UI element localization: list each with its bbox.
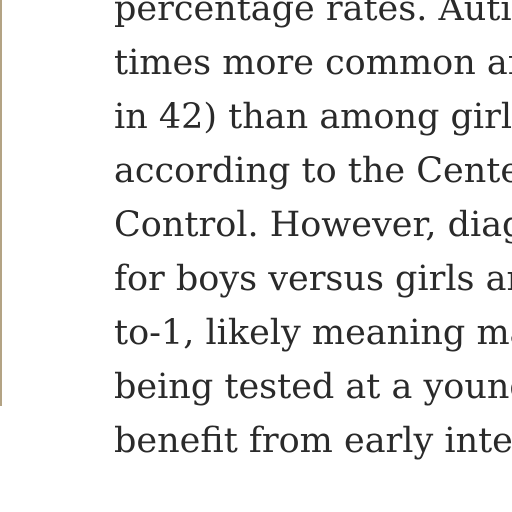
left-margin-rule [0,0,2,406]
text-line: times more common am [114,43,512,83]
text-line: to-1, likely meaning ma [114,313,512,353]
text-line: benefit from early interv [114,421,512,461]
text-line: in 42) than among girls [114,97,512,137]
text-line: Control. However, diag [114,205,512,245]
text-line: being tested at a young [114,367,512,407]
text-line: percentage rates. Autism [114,0,512,29]
text-line: according to the Center [114,151,512,191]
article-text: percentage rates. Autism times more comm… [114,0,512,468]
text-line: for boys versus girls are [114,259,512,299]
